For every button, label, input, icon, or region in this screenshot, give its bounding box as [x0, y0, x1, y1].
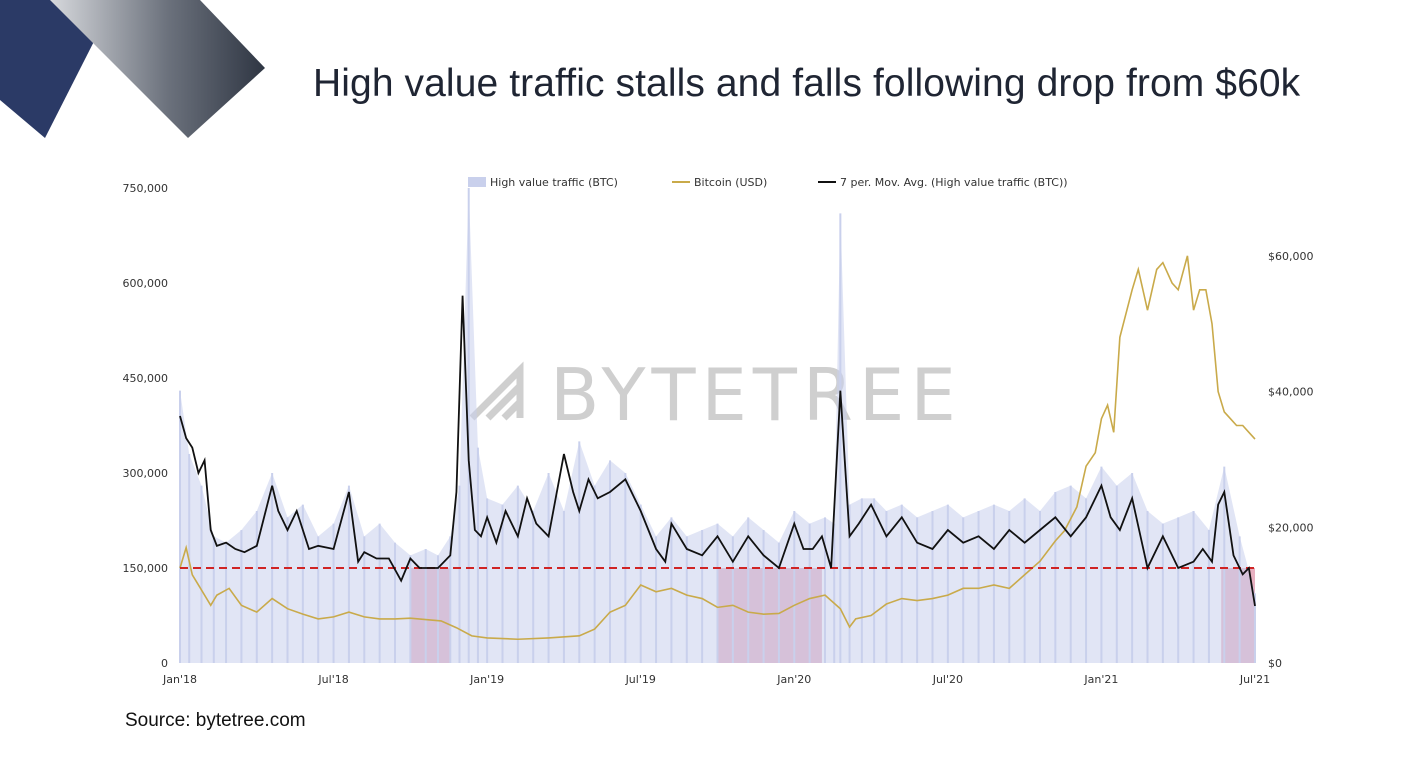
deco-gradient-chevron [50, 0, 265, 138]
y-left-tick-label: 300,000 [123, 467, 169, 480]
x-tick-label: Jul'18 [317, 673, 348, 686]
y-left-tick-label: 750,000 [123, 182, 169, 195]
legend-label: 7 per. Mov. Avg. (High value traffic (BT… [840, 176, 1068, 189]
page-title: High value traffic stalls and falls foll… [313, 62, 1301, 105]
watermark-text: BYTETREE [550, 353, 962, 437]
x-tick-label: Jul'21 [1239, 673, 1270, 686]
x-tick-label: Jan'20 [776, 673, 811, 686]
x-tick-label: Jul'20 [932, 673, 963, 686]
x-tick-label: Jul'19 [625, 673, 656, 686]
chart: BYTETREE 0 150,000 300,000 450,000 600,000 75… [123, 176, 1314, 686]
y-left-tick-label: 150,000 [123, 562, 169, 575]
x-tick-label: Jan'21 [1083, 673, 1118, 686]
legend-traffic-swatch [468, 177, 486, 187]
y-left-tick-label: 0 [161, 657, 168, 670]
watermark: BYTETREE [469, 353, 962, 437]
header-decoration [0, 0, 265, 138]
y-left-tick-label: 600,000 [123, 277, 169, 290]
y-right-tick-label: $0 [1268, 657, 1282, 670]
bitcoin-line [179, 255, 1256, 641]
traffic-area [180, 188, 1255, 663]
source-note: Source: bytetree.com [125, 710, 306, 731]
moving-average-line [179, 295, 1256, 607]
y-right-tick-label: $60,000 [1268, 250, 1314, 263]
legend-label: High value traffic (BTC) [490, 176, 618, 189]
y-left-tick-label: 450,000 [123, 372, 169, 385]
x-tick-label: Jan'19 [469, 673, 504, 686]
x-tick-label: Jan'18 [162, 673, 197, 686]
y-right-tick-label: $20,000 [1268, 521, 1314, 534]
y-right-tick-label: $40,000 [1268, 386, 1314, 399]
legend-label: Bitcoin (USD) [694, 176, 767, 189]
watermark-logo-icon [469, 361, 524, 421]
